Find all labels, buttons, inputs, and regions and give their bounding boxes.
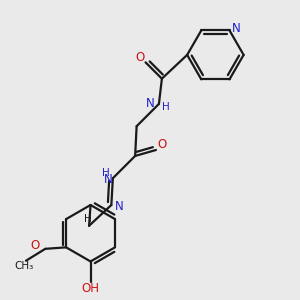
Text: H: H <box>162 102 169 112</box>
Text: N: N <box>104 173 113 186</box>
Text: H: H <box>102 168 110 178</box>
Text: OH: OH <box>82 282 100 295</box>
Text: N: N <box>146 98 155 110</box>
Text: O: O <box>30 239 40 252</box>
Text: H: H <box>84 214 92 224</box>
Text: CH₃: CH₃ <box>15 261 34 271</box>
Text: O: O <box>157 138 167 151</box>
Text: N: N <box>114 200 123 213</box>
Text: O: O <box>136 51 145 64</box>
Text: N: N <box>232 22 240 35</box>
